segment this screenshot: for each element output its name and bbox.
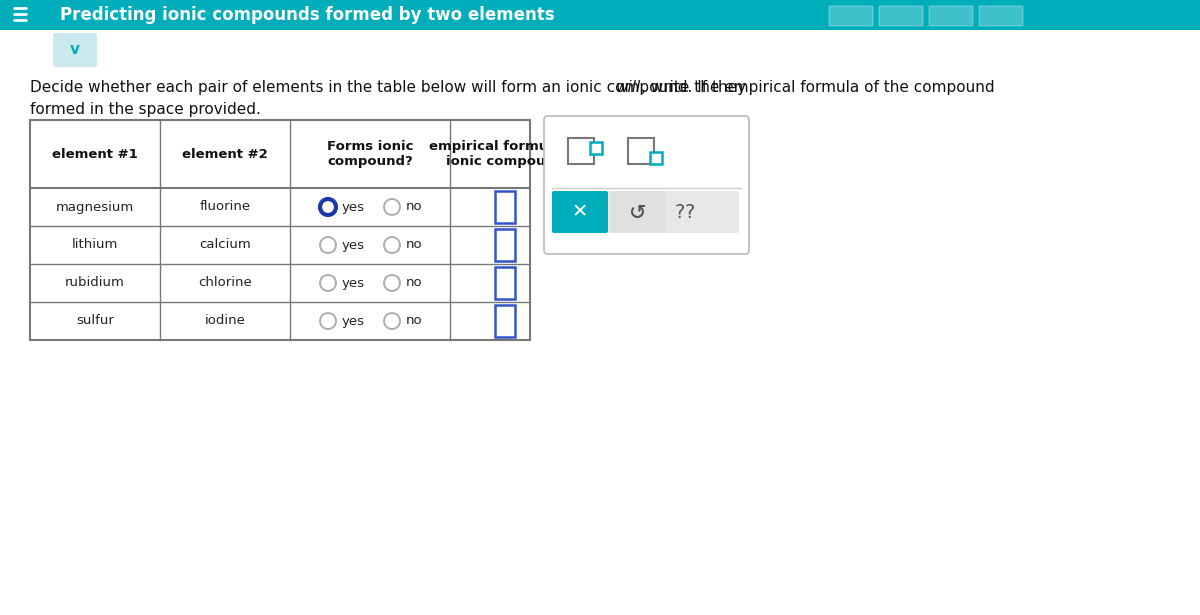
Text: fluorine: fluorine <box>199 200 251 213</box>
Text: no: no <box>406 239 422 252</box>
Text: lithium: lithium <box>72 239 118 252</box>
Text: iodine: iodine <box>204 314 246 328</box>
FancyBboxPatch shape <box>608 191 739 233</box>
Text: magnesium: magnesium <box>56 200 134 213</box>
Text: no: no <box>406 200 422 213</box>
FancyBboxPatch shape <box>568 138 594 164</box>
FancyBboxPatch shape <box>496 191 515 223</box>
FancyBboxPatch shape <box>929 6 973 26</box>
Text: element #1: element #1 <box>52 148 138 161</box>
Text: Decide whether each pair of elements in the table below will form an ionic compo: Decide whether each pair of elements in … <box>30 80 751 95</box>
Text: will: will <box>616 80 641 95</box>
Text: no: no <box>406 314 422 328</box>
FancyBboxPatch shape <box>650 152 662 164</box>
Text: Forms ionic
compound?: Forms ionic compound? <box>326 140 413 168</box>
Text: v: v <box>70 42 80 57</box>
FancyBboxPatch shape <box>496 267 515 299</box>
Text: yes: yes <box>342 200 365 213</box>
Text: ?: ? <box>685 202 695 221</box>
FancyBboxPatch shape <box>590 142 602 154</box>
FancyBboxPatch shape <box>53 33 97 67</box>
Text: sulfur: sulfur <box>76 314 114 328</box>
Text: calcium: calcium <box>199 239 251 252</box>
Text: empirical formula of
ionic compound: empirical formula of ionic compound <box>428 140 581 168</box>
Text: ↺: ↺ <box>629 202 647 222</box>
FancyBboxPatch shape <box>878 6 923 26</box>
FancyBboxPatch shape <box>979 6 1022 26</box>
Text: formed in the space provided.: formed in the space provided. <box>30 102 260 117</box>
Text: ✕: ✕ <box>572 202 588 221</box>
FancyBboxPatch shape <box>0 0 1200 30</box>
FancyBboxPatch shape <box>829 6 874 26</box>
Text: element #2: element #2 <box>182 148 268 161</box>
FancyBboxPatch shape <box>610 191 666 233</box>
Text: yes: yes <box>342 277 365 290</box>
Text: ↺: ↺ <box>629 202 647 222</box>
FancyBboxPatch shape <box>552 191 608 233</box>
Text: Predicting ionic compounds formed by two elements: Predicting ionic compounds formed by two… <box>60 6 554 24</box>
Text: chlorine: chlorine <box>198 277 252 290</box>
Text: , write the empirical formula of the compound: , write the empirical formula of the com… <box>641 80 995 95</box>
Text: yes: yes <box>342 239 365 252</box>
Text: ?: ? <box>674 202 685 221</box>
FancyBboxPatch shape <box>496 229 515 261</box>
Text: yes: yes <box>342 314 365 328</box>
FancyBboxPatch shape <box>628 138 654 164</box>
Text: rubidium: rubidium <box>65 277 125 290</box>
FancyBboxPatch shape <box>544 116 749 254</box>
FancyBboxPatch shape <box>496 305 515 337</box>
Text: no: no <box>406 277 422 290</box>
